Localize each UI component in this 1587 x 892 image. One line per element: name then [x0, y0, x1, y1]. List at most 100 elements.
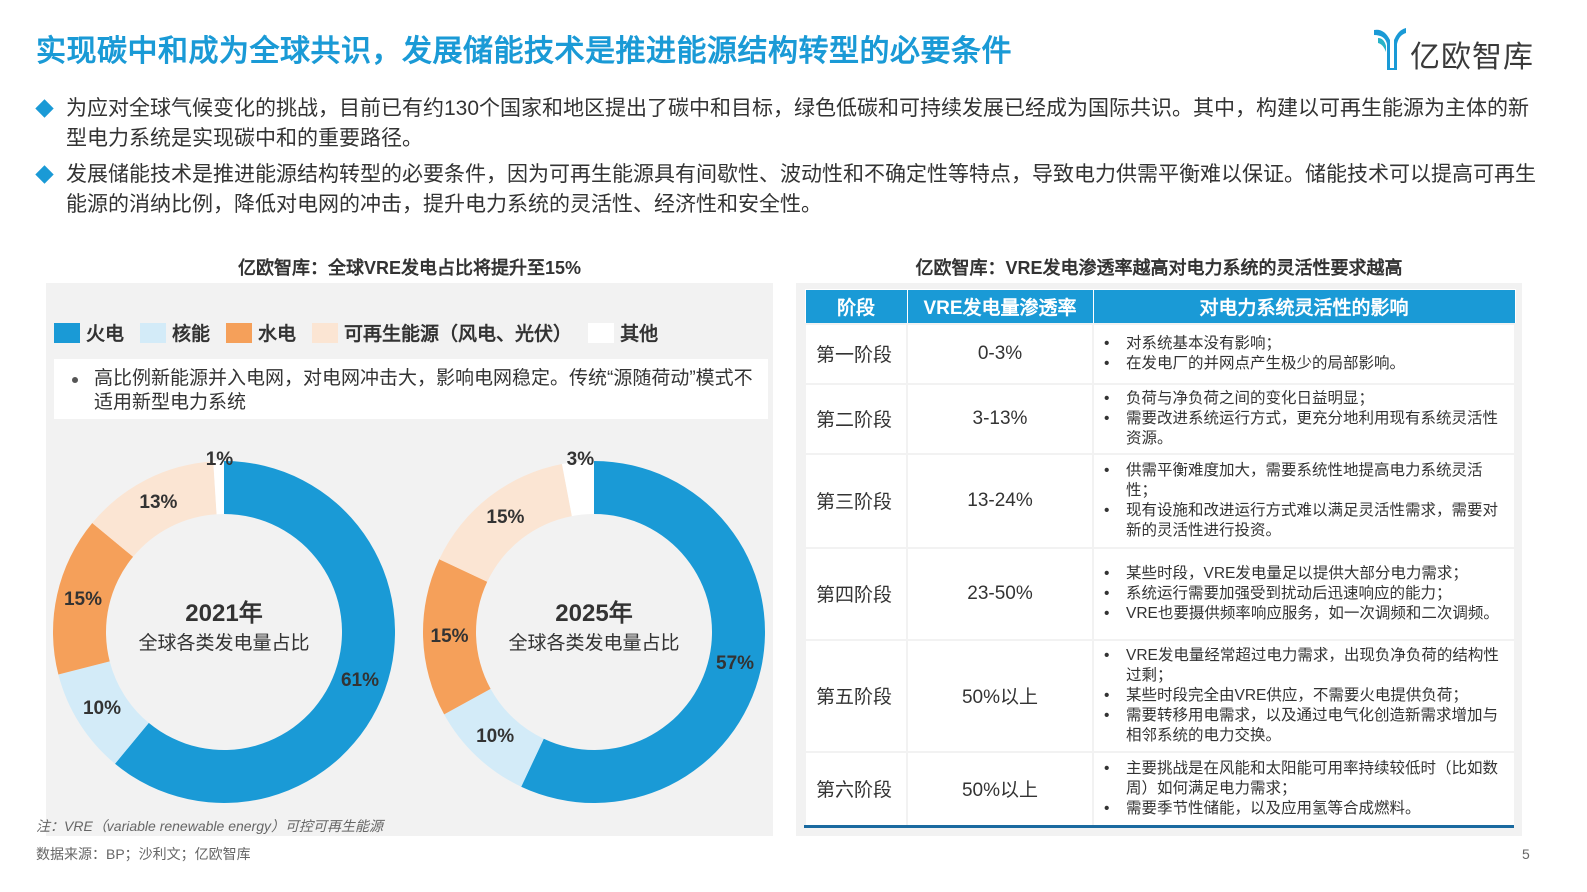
note-bullet-icon: [72, 377, 78, 383]
legend-item: 可再生能源（风电、光伏）: [312, 319, 572, 346]
logo: 亿欧智库: [1372, 24, 1542, 74]
impact-item: VRE也要摄供频率响应服务，如一次调频和二次调频。: [1102, 604, 1504, 624]
diamond-bullet-icon: [35, 165, 54, 184]
data-source: 数据来源：BP；沙利文；亿欧智库: [36, 846, 251, 862]
stage-cell: 第三阶段: [804, 452, 908, 549]
table-row: 第二阶段3-13%负荷与净负荷之间的变化日益明显；需要改进系统运行方式，更充分地…: [804, 382, 1516, 455]
impact-item: 需要转移用电需求，以及通过电气化创造新需求增加与相邻系统的电力交换。: [1102, 706, 1504, 746]
impact-item: VRE发电量经常超过电力需求，出现负净负荷的结构性过剩；: [1102, 646, 1504, 686]
legend-label: 可再生能源（风电、光伏）: [344, 324, 573, 345]
donut-slice: [213, 461, 224, 515]
donut-slice: [115, 461, 396, 803]
table-row: 第五阶段50%以上VRE发电量经常超过电力需求，出现负净负荷的结构性过剩；某些时…: [804, 638, 1516, 753]
donut-caption: 全球各类发电量占比: [508, 633, 680, 654]
legend-label: 其他: [620, 324, 659, 345]
page-title: 实现碳中和成为全球共识，发展储能技术是推进能源结构转型的必要条件: [36, 35, 1012, 68]
legend-swatch: [588, 322, 615, 343]
stage-cell: 第四阶段: [804, 546, 908, 641]
donut-slice: [444, 688, 544, 787]
intro-bullet: 发展储能技术是推进能源结构转型的必要条件，因为可再生能源具有间歇性、波动性和不确…: [35, 160, 1536, 220]
slice-label: 3%: [566, 449, 595, 471]
footnote: 注：VRE（variable renewable energy）可控可再生能源: [36, 818, 383, 834]
logo-text: 亿欧智库: [1410, 41, 1534, 74]
slice-label: 10%: [82, 698, 121, 720]
slice-label: 15%: [430, 625, 469, 647]
impact-item: 在发电厂的并网点产生极少的局部影响。: [1102, 354, 1504, 374]
impact-cell: VRE发电量经常超过电力需求，出现负净负荷的结构性过剩；某些时段完全由VRE供应…: [1092, 638, 1516, 753]
legend-item: 水电: [226, 319, 296, 346]
intro-bullets: 为应对全球气候变化的挑战，目前已有约130个国家和地区提出了碳中和目标，绿色低碳…: [35, 94, 1536, 226]
rate-cell: 23-50%: [906, 546, 1094, 641]
impact-item: 需要改进系统运行方式，更充分地利用现有系统灵活性资源。: [1102, 409, 1504, 449]
impact-item: 某些时段，VRE发电量足以提供大部分电力需求；: [1102, 564, 1504, 584]
donut-year: 2025年: [555, 600, 633, 627]
impact-cell: 供需平衡难度加大，需要系统性地提高电力系统灵活性；现有设施和改进运行方式难以满足…: [1092, 452, 1516, 549]
impact-cell: 主要挑战是在风能和太阳能可用率持续较低时（比如数周）如何满足电力需求；需要季节性…: [1092, 750, 1516, 827]
impact-item: 需要季节性储能，以及应用氢等合成燃料。: [1102, 799, 1504, 819]
slice-label: 10%: [476, 726, 515, 748]
donut-slice: [423, 559, 491, 715]
impact-item: 现有设施和改进运行方式难以满足灵活性需求，需要对新的灵活性进行投资。: [1102, 501, 1504, 541]
table-row: 第六阶段50%以上主要挑战是在风能和太阳能可用率持续较低时（比如数周）如何满足电…: [804, 750, 1516, 827]
header-rate: VRE发电量渗透率: [906, 289, 1094, 324]
donut-slice: [439, 464, 572, 582]
impact-item: 主要挑战是在风能和太阳能可用率持续较低时（比如数周）如何满足电力需求；: [1102, 759, 1504, 799]
slice-label: 57%: [716, 652, 755, 674]
chart-note: 高比例新能源并入电网，对电网冲击大，影响电网稳定。传统“源随荷动”模式不适用新型…: [54, 359, 768, 419]
table-header-row: 阶段 VRE发电量渗透率 对电力系统灵活性的影响: [804, 289, 1516, 324]
donut-slice: [561, 461, 594, 517]
impact-item: 对系统基本没有影响；: [1102, 334, 1504, 354]
impact-item: 负荷与净负荷之间的变化日益明显；: [1102, 389, 1504, 409]
stage-cell: 第六阶段: [804, 750, 908, 827]
legend-swatch: [140, 322, 167, 343]
header-stage: 阶段: [804, 289, 908, 324]
legend-item: 其他: [588, 319, 658, 346]
header-impact: 对电力系统灵活性的影响: [1092, 289, 1516, 324]
stage-cell: 第一阶段: [804, 322, 908, 385]
intro-bullet: 为应对全球气候变化的挑战，目前已有约130个国家和地区提出了碳中和目标，绿色低碳…: [35, 94, 1536, 154]
penetration-table: 阶段 VRE发电量渗透率 对电力系统灵活性的影响 第一阶段0-3%对系统基本没有…: [804, 289, 1516, 827]
rate-cell: 13-24%: [906, 452, 1094, 549]
legend-item: 核能: [140, 319, 210, 346]
legend-label: 水电: [258, 324, 297, 345]
penetration-table-panel: 阶段 VRE发电量渗透率 对电力系统灵活性的影响 第一阶段0-3%对系统基本没有…: [796, 283, 1522, 836]
donut-slice: [58, 661, 149, 764]
slice-label: 15%: [63, 589, 102, 611]
slice-label: 13%: [139, 492, 178, 514]
right-table-subtitle: 亿欧智库：VRE发电渗透率越高对电力系统的灵活性要求越高: [915, 258, 1403, 278]
slice-label: 15%: [486, 506, 525, 528]
donut-charts: [53, 461, 765, 803]
legend-label: 火电: [86, 324, 125, 345]
rate-cell: 50%以上: [906, 638, 1094, 753]
stage-cell: 第二阶段: [804, 382, 908, 455]
impact-item: 某些时段完全由VRE供应，不需要火电提供负荷；: [1102, 686, 1504, 706]
rate-cell: 0-3%: [906, 322, 1094, 385]
donut-slice: [92, 461, 217, 557]
rate-cell: 50%以上: [906, 750, 1094, 827]
legend-label: 核能: [172, 324, 211, 345]
rate-cell: 3-13%: [906, 382, 1094, 455]
impact-item: 供需平衡难度加大，需要系统性地提高电力系统灵活性；: [1102, 461, 1504, 501]
table-bottom-rule: [804, 825, 1514, 828]
donut-slice: [521, 461, 765, 803]
logo-icon: [1374, 28, 1406, 70]
donut-year: 2021年: [185, 600, 263, 627]
table-row: 第三阶段13-24%供需平衡难度加大，需要系统性地提高电力系统灵活性；现有设施和…: [804, 452, 1516, 549]
left-chart-subtitle: 亿欧智库：全球VRE发电占比将提升至15%: [237, 258, 582, 278]
donut-caption: 全球各类发电量占比: [138, 633, 310, 654]
legend-swatch: [54, 322, 80, 343]
page-number: 5: [1522, 846, 1530, 862]
donut-chart-panel: 火电 核能 水电 可再生能源（风电、光伏） 其他 高比例新能源并入电网，对电网冲击大，影…: [46, 283, 773, 836]
legend-swatch: [312, 322, 339, 343]
legend-swatch: [226, 322, 253, 343]
impact-cell: 负荷与净负荷之间的变化日益明显；需要改进系统运行方式，更充分地利用现有系统灵活性…: [1092, 382, 1516, 455]
stage-cell: 第五阶段: [804, 638, 908, 753]
legend-item: 火电: [54, 319, 124, 346]
donut-center-label: 2021年全球各类发电量占比: [138, 593, 309, 655]
impact-cell: 对系统基本没有影响；在发电厂的并网点产生极少的局部影响。: [1092, 322, 1516, 385]
chart-legend: 火电 核能 水电 可再生能源（风电、光伏） 其他: [54, 319, 674, 346]
slice-label: 61%: [340, 669, 379, 691]
diamond-bullet-icon: [35, 99, 54, 118]
donut-center-label: 2025年全球各类发电量占比: [508, 593, 679, 655]
